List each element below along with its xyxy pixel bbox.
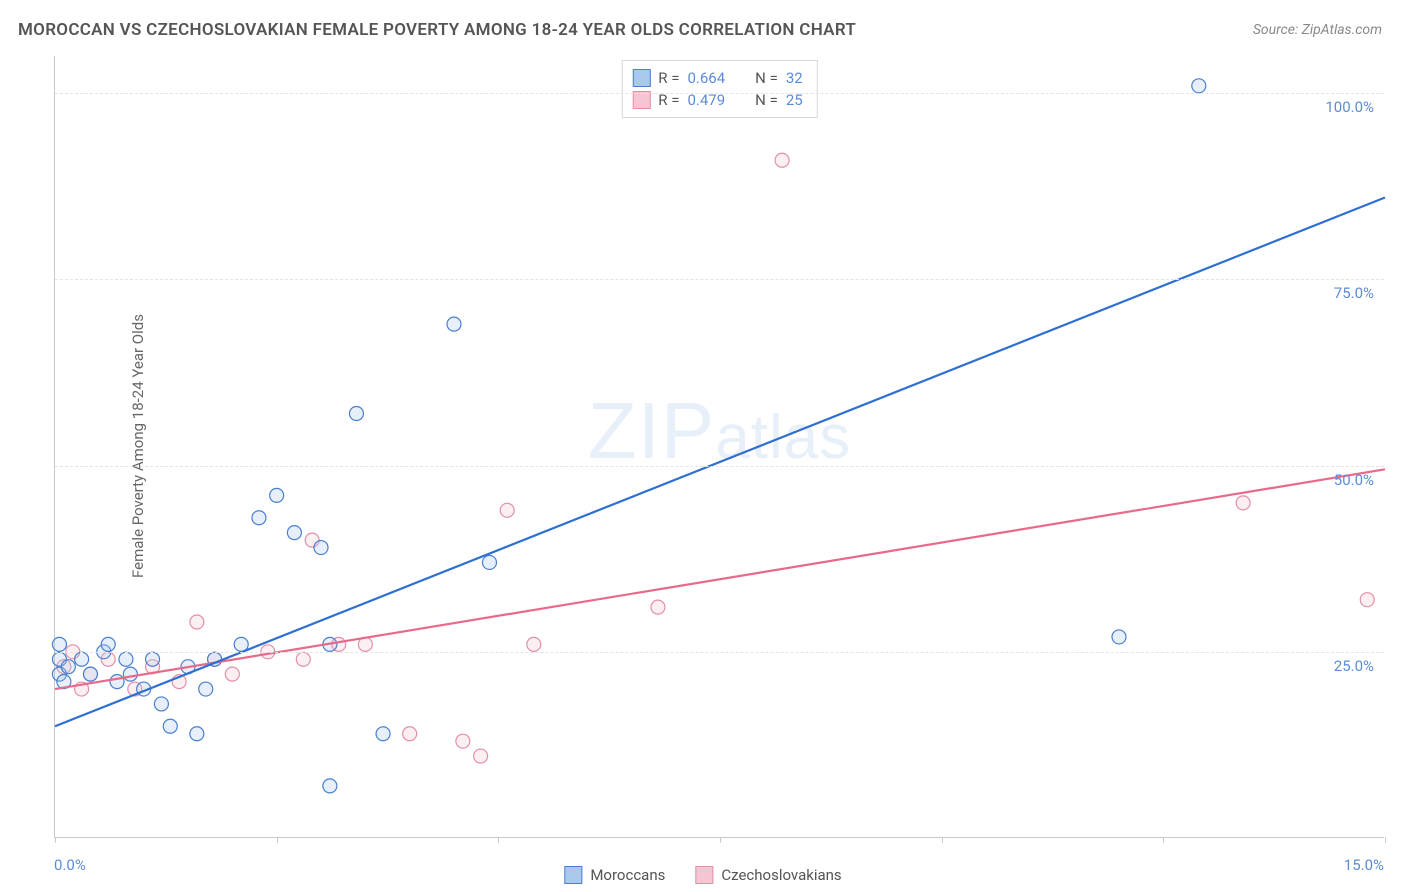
data-point [270, 488, 284, 502]
data-point [527, 637, 541, 651]
data-point [252, 511, 266, 525]
legend-label-czechoslovakians: Czechoslovakians [721, 866, 841, 884]
data-point [146, 652, 160, 666]
data-point [376, 727, 390, 741]
gridline [55, 652, 1384, 653]
data-point [775, 153, 789, 167]
gridline [55, 279, 1384, 280]
chart-title: MOROCCAN VS CZECHOSLOVAKIAN FEMALE POVER… [18, 20, 856, 40]
data-point [500, 503, 514, 517]
data-point [52, 637, 66, 651]
data-point [123, 667, 137, 681]
source-link[interactable]: ZipAtlas.com [1302, 22, 1382, 38]
data-point [190, 727, 204, 741]
x-tick-min: 0.0% [54, 856, 86, 874]
data-point [456, 734, 470, 748]
data-point [199, 682, 213, 696]
data-point [110, 675, 124, 689]
y-tick-label: 100.0% [1325, 98, 1374, 116]
data-point [1236, 496, 1250, 510]
data-point [163, 719, 177, 733]
y-tick-label: 75.0% [1334, 284, 1374, 302]
x-tick-max: 15.0% [1344, 856, 1384, 874]
data-point [403, 727, 417, 741]
data-point [447, 317, 461, 331]
data-point [314, 541, 328, 555]
x-minor-tick [277, 837, 278, 843]
data-point [61, 660, 75, 674]
data-point [482, 555, 496, 569]
data-point [154, 697, 168, 711]
data-point [190, 615, 204, 629]
source-attribution: Source: ZipAtlas.com [1253, 22, 1382, 38]
series-legend: Moroccans Czechoslovakians [564, 866, 841, 884]
data-point [83, 667, 97, 681]
data-point [1360, 593, 1374, 607]
data-point [119, 652, 133, 666]
swatch-czechoslovakians-bottom [695, 866, 713, 884]
data-point [1192, 79, 1206, 93]
plot-svg [55, 56, 1384, 837]
trend-line [55, 469, 1385, 689]
plot-area: ZIPatlas R = 0.664 N = 32 R = 0.479 N = … [54, 56, 1384, 838]
x-minor-tick [498, 837, 499, 843]
x-minor-tick [1385, 837, 1386, 843]
data-point [349, 406, 363, 420]
data-point [651, 600, 665, 614]
x-minor-tick [1163, 837, 1164, 843]
x-minor-tick [55, 837, 56, 843]
legend-item-czechoslovakians: Czechoslovakians [695, 866, 841, 884]
data-point [474, 749, 488, 763]
x-minor-tick [720, 837, 721, 843]
data-point [1112, 630, 1126, 644]
legend-label-moroccans: Moroccans [590, 866, 665, 884]
source-prefix: Source: [1253, 22, 1302, 38]
gridline [55, 93, 1384, 94]
data-point [323, 779, 337, 793]
data-point [296, 652, 310, 666]
data-point [287, 526, 301, 540]
y-tick-label: 25.0% [1334, 657, 1374, 675]
y-tick-label: 50.0% [1334, 471, 1374, 489]
x-minor-tick [942, 837, 943, 843]
trend-line [55, 198, 1385, 727]
gridline [55, 466, 1384, 467]
legend-item-moroccans: Moroccans [564, 866, 665, 884]
swatch-moroccans-bottom [564, 866, 582, 884]
data-point [101, 637, 115, 651]
data-point [75, 652, 89, 666]
data-point [225, 667, 239, 681]
